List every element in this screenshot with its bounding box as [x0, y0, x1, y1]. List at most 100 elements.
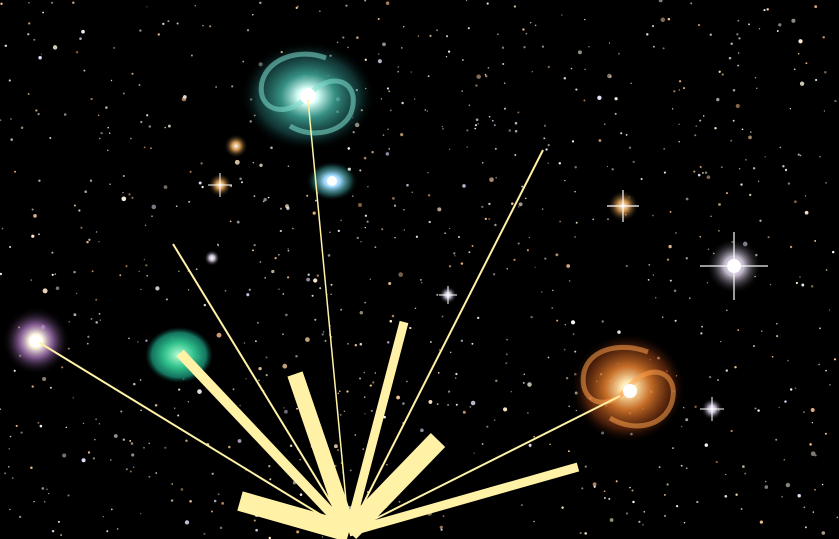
- star: [420, 428, 424, 433]
- star: [340, 219, 342, 222]
- star: [563, 348, 566, 351]
- star: [720, 340, 722, 343]
- star: [144, 224, 147, 226]
- star: [316, 274, 320, 277]
- star: [488, 115, 491, 118]
- star: [397, 66, 400, 68]
- star: [625, 134, 628, 136]
- star: [9, 508, 11, 511]
- star: [393, 204, 397, 207]
- white-star: [204, 250, 220, 266]
- star: [363, 396, 366, 398]
- star: [642, 524, 644, 526]
- star: [146, 114, 149, 117]
- star: [592, 218, 595, 221]
- star: [701, 171, 704, 174]
- star: [572, 333, 575, 335]
- star: [440, 528, 443, 531]
- star: [834, 99, 837, 103]
- star: [666, 483, 669, 486]
- star: [505, 362, 508, 365]
- star: [767, 236, 770, 239]
- star: [406, 380, 408, 383]
- star: [683, 522, 686, 524]
- star: [552, 289, 554, 292]
- star: [382, 42, 386, 47]
- star: [453, 252, 456, 255]
- star: [738, 37, 741, 40]
- star: [574, 190, 576, 193]
- star: [252, 249, 254, 252]
- star: [797, 153, 800, 156]
- star: [406, 183, 409, 187]
- star: [164, 126, 166, 129]
- star: [575, 221, 578, 224]
- star: [501, 46, 505, 49]
- star: [9, 245, 12, 249]
- star: [155, 286, 160, 291]
- star: [513, 258, 516, 261]
- star: [716, 97, 720, 102]
- star: [776, 322, 778, 325]
- star: [461, 90, 463, 92]
- star: [132, 466, 135, 468]
- star: [411, 191, 413, 193]
- star: [564, 179, 566, 182]
- white-star: [439, 286, 457, 304]
- star: [696, 500, 699, 504]
- star: [570, 67, 573, 70]
- star: [38, 55, 42, 60]
- star: [799, 81, 805, 86]
- star: [447, 404, 449, 406]
- star: [8, 448, 10, 450]
- star: [105, 106, 108, 109]
- star: [460, 262, 464, 265]
- orange-star: [208, 173, 232, 197]
- white-star: [700, 397, 724, 421]
- star: [327, 254, 331, 257]
- star: [374, 246, 377, 249]
- star: [810, 451, 816, 457]
- star: [8, 466, 10, 468]
- star: [125, 468, 128, 471]
- star: [688, 297, 691, 299]
- star: [812, 511, 815, 513]
- star: [564, 324, 566, 326]
- star: [157, 33, 161, 36]
- star: [475, 118, 479, 122]
- star: [471, 244, 474, 247]
- star: [617, 330, 621, 334]
- star: [81, 458, 86, 463]
- star: [61, 366, 64, 369]
- star: [754, 76, 757, 79]
- star: [251, 13, 254, 16]
- star: [187, 400, 190, 403]
- star: [128, 193, 131, 196]
- star: [720, 166, 723, 169]
- star: [200, 162, 203, 165]
- star: [699, 235, 702, 238]
- star: [728, 56, 732, 60]
- star: [740, 507, 743, 511]
- star: [527, 382, 532, 387]
- star: [794, 387, 797, 390]
- star: [678, 123, 680, 125]
- star: [706, 175, 711, 179]
- star: [181, 96, 187, 102]
- star: [592, 482, 597, 487]
- star: [231, 85, 234, 88]
- star: [584, 465, 587, 468]
- star: [216, 332, 222, 338]
- star: [667, 17, 671, 21]
- star: [662, 47, 665, 50]
- star: [337, 449, 339, 451]
- star: [824, 432, 827, 435]
- star: [438, 349, 441, 351]
- star: [805, 62, 808, 65]
- star: [228, 445, 231, 449]
- star: [789, 388, 793, 391]
- star: [258, 379, 260, 382]
- star: [530, 315, 533, 319]
- star: [420, 281, 423, 284]
- star: [758, 28, 761, 30]
